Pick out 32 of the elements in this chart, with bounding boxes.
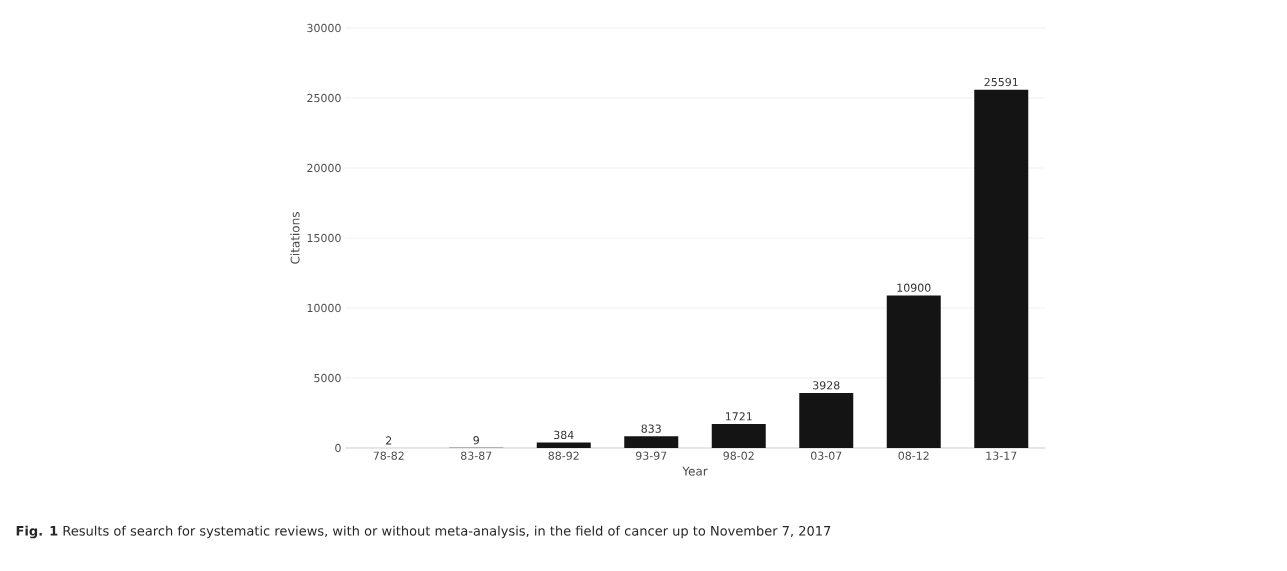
bar [886, 295, 941, 448]
x-tick-label: 03-07 [810, 451, 842, 460]
data-label: 833 [641, 424, 661, 433]
x-axis-title: Year [682, 466, 708, 476]
x-tick-label: 83-87 [461, 451, 492, 460]
y-tick-label: 10000 [307, 303, 341, 313]
data-label: 3928 [813, 381, 840, 390]
x-tick-label: 08-12 [898, 451, 929, 460]
bar [711, 423, 766, 448]
x-tick-label: 13-17 [986, 451, 1017, 460]
y-tick-label: 0 [335, 443, 341, 453]
data-label: 1721 [725, 412, 752, 421]
y-tick-label: 25000 [307, 93, 341, 103]
x-tick-label: 78-82 [373, 451, 404, 460]
bar [624, 436, 679, 448]
bar [536, 442, 591, 448]
bar [974, 89, 1029, 448]
y-axis-title: Citations [290, 212, 300, 264]
x-tick-label: 93-97 [635, 451, 667, 460]
data-label: 10900 [897, 283, 931, 292]
data-label: 25591 [984, 77, 1018, 87]
y-tick-label: 5000 [314, 373, 341, 383]
data-label: 384 [554, 430, 574, 440]
data-label: 9 [473, 436, 479, 445]
y-tick-label: 20000 [307, 163, 341, 173]
data-label: 2 [386, 436, 392, 445]
x-tick-label: 88-92 [548, 451, 579, 460]
y-tick-label: 15000 [307, 233, 341, 243]
bar [799, 393, 854, 448]
text: Fig. 1 Results of search for systematic reviews, with or without meta-analysis, in the field of cancer up to November 7, 2017 [16, 525, 831, 539]
x-tick-label: 98-02 [723, 451, 754, 460]
y-tick-label: 30000 [307, 23, 341, 33]
